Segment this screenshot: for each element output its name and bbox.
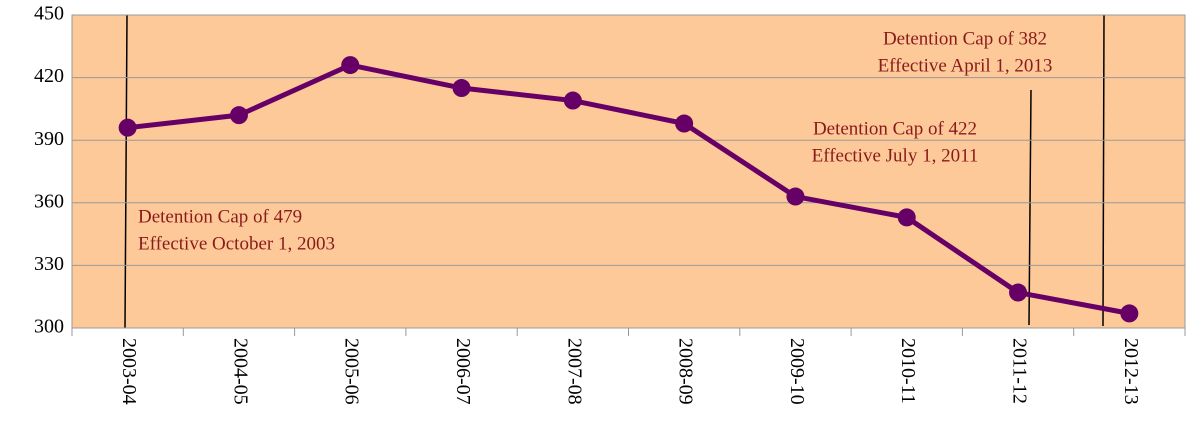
x-tick-label: 2007-08 [563, 338, 585, 405]
annotation: Effective April 1, 2013 [878, 55, 1053, 76]
x-tick-label: 2003-04 [118, 338, 140, 405]
y-tick-label: 330 [34, 253, 64, 275]
point [229, 106, 248, 125]
x-tick-label: 2008-09 [675, 338, 697, 405]
y-tick-label: 420 [34, 65, 64, 87]
annotation: Detention Cap of 382 [883, 28, 1047, 49]
point [897, 208, 916, 227]
series-line [127, 62, 1130, 316]
cap-line [1102, 14, 1105, 327]
point [341, 56, 360, 75]
point [563, 91, 582, 110]
point [1009, 283, 1028, 302]
point [118, 118, 137, 137]
point [675, 114, 694, 133]
point [452, 79, 471, 98]
annotation: Effective July 1, 2011 [812, 145, 979, 166]
point [1120, 304, 1139, 323]
y-tick-label: 360 [34, 190, 64, 212]
annotation: Detention Cap of 479 [138, 206, 302, 227]
x-tick-label: 2010-11 [897, 338, 919, 404]
cap-line [124, 14, 128, 329]
x-tick-label: 2009-10 [786, 338, 808, 405]
x-tick-label: 2006-07 [452, 338, 474, 405]
point [786, 187, 805, 206]
y-tick-label: 300 [34, 316, 64, 338]
x-tick-label: 2012-13 [1120, 338, 1142, 405]
x-tick-label: 2005-06 [341, 338, 363, 405]
y-tick-label: 450 [34, 3, 64, 25]
x-tick-label: 2004-05 [229, 338, 251, 405]
annotation: Effective October 1, 2003 [138, 233, 335, 254]
y-tick-label: 390 [34, 128, 64, 150]
cap-line [1028, 89, 1032, 326]
plot-area [71, 14, 1186, 329]
annotation: Detention Cap of 422 [813, 118, 977, 139]
x-tick-label: 2011-12 [1008, 338, 1030, 404]
